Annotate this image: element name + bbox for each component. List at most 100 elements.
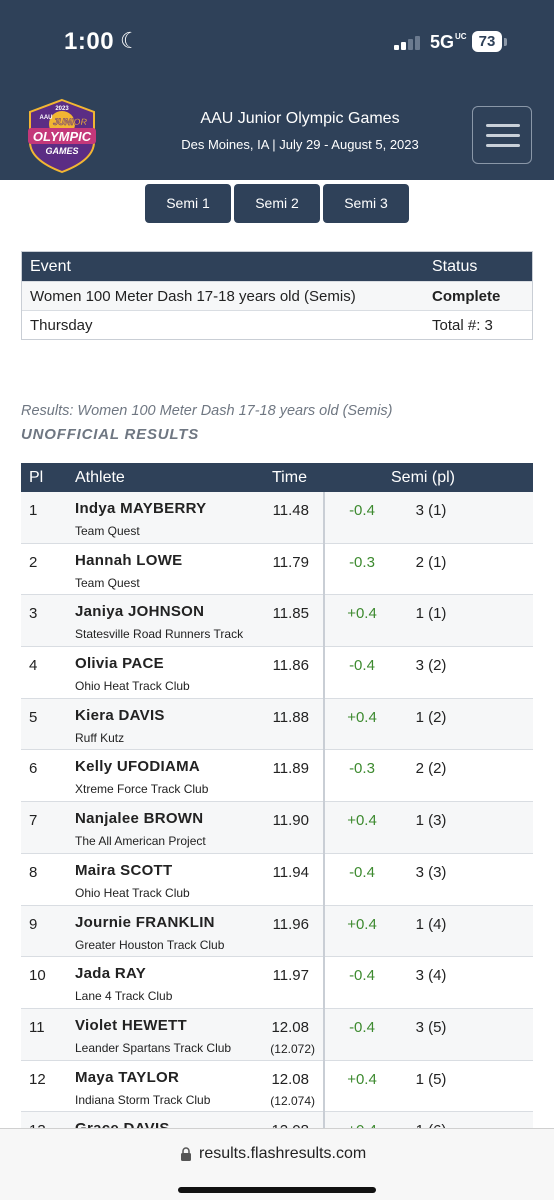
battery-icon: 73 bbox=[472, 31, 502, 52]
table-row[interactable]: 2 Hannah LOWE Team Quest 11.79 -0.3 2 (1) bbox=[21, 544, 533, 596]
athlete-name[interactable]: Maya TAYLOR bbox=[75, 1068, 180, 1086]
team-name: Ruff Kutz bbox=[75, 730, 125, 745]
wind-cell: -0.3 bbox=[349, 760, 375, 778]
semi-place-cell: 3 (3) bbox=[415, 863, 447, 881]
clock: 1:00 bbox=[64, 28, 115, 55]
wind-cell: -0.4 bbox=[349, 967, 375, 985]
athlete-name[interactable]: Indya MAYBERRY bbox=[75, 500, 207, 517]
wind-cell: +0.4 bbox=[347, 812, 377, 830]
time-cell: 11.86 bbox=[272, 657, 309, 675]
time-cell: 12.08 bbox=[271, 1070, 309, 1088]
semi-place-cell: 3 (1) bbox=[415, 502, 447, 519]
semi-2-button[interactable]: Semi 2 bbox=[234, 184, 320, 223]
team-name: Indiana Storm Track Club bbox=[75, 1092, 211, 1107]
team-name: Ohio Heat Track Club bbox=[75, 885, 190, 900]
semi-place-cell: 1 (1) bbox=[415, 605, 447, 623]
semi-place-cell: 1 (5) bbox=[415, 1070, 447, 1088]
semi-1-button[interactable]: Semi 1 bbox=[145, 184, 231, 223]
table-row[interactable]: 6 Kelly UFODIAMA Xtreme Force Track Club 11… bbox=[21, 750, 533, 803]
table-row[interactable]: 10 Jada RAY Lane 4 Track Club 11.97 -0.4 3 (4… bbox=[21, 957, 533, 1009]
lock-icon bbox=[181, 1147, 191, 1161]
time-cell: 11.94 bbox=[272, 863, 309, 881]
semi-place-cell: 1 (4) bbox=[415, 915, 447, 933]
time-cell: 11.79 bbox=[272, 553, 309, 571]
team-name: Leander Spartans Track Club bbox=[75, 1040, 232, 1055]
place-cell: 5 bbox=[29, 708, 38, 726]
athlete-name[interactable]: Violet HEWETT bbox=[75, 1016, 187, 1034]
status-bar: 1:00 ☾ 5GUC 73 bbox=[0, 0, 554, 82]
url-text: results.flashresults.com bbox=[199, 1145, 367, 1162]
semi-place-cell: 3 (4) bbox=[415, 967, 447, 985]
semi-place-cell: 1 (6) bbox=[401, 1122, 461, 1128]
semi-3-button[interactable]: Semi 3 bbox=[323, 184, 409, 223]
table-row[interactable]: 4 Olivia PACE Ohio Heat Track Club 11.86 -0.… bbox=[21, 647, 533, 699]
athlete-name[interactable]: Grace DAVIS bbox=[75, 1120, 170, 1128]
table-row[interactable]: 3 Janiya JOHNSON Statesville Road Runners … bbox=[21, 595, 533, 648]
table-row[interactable]: 12 Maya TAYLOR Indiana Storm Track Club 12.… bbox=[21, 1061, 533, 1113]
table-row[interactable]: 9 Journie FRANKLIN Greater Houston Track C… bbox=[21, 905, 533, 958]
site-header: 1:00 ☾ 5GUC 73 2023 AAU JUNIOR OLYMPIC G… bbox=[0, 0, 554, 180]
browser-url-bar[interactable]: results.flashresults.com bbox=[0, 1128, 554, 1200]
athlete-name[interactable]: Janiya JOHNSON bbox=[75, 603, 205, 621]
time-cell: 11.85 bbox=[272, 605, 309, 623]
event-status: Complete bbox=[432, 288, 501, 305]
table-row[interactable]: 1 Indya MAYBERRY Team Quest 11.48 -0.4 3 (1) bbox=[21, 492, 533, 544]
wind-cell: +0.4 bbox=[337, 1122, 387, 1128]
wind-cell: -0.4 bbox=[349, 1018, 375, 1036]
svg-text:GAMES: GAMES bbox=[45, 146, 78, 156]
athlete-column-header: Athlete bbox=[75, 469, 125, 486]
athlete-name[interactable]: Olivia PACE bbox=[75, 655, 164, 673]
athlete-name[interactable]: Nanjalee BROWN bbox=[75, 810, 204, 828]
time-detail-cell: (12.072) bbox=[270, 1041, 315, 1056]
home-indicator[interactable] bbox=[178, 1187, 376, 1193]
team-name: Ohio Heat Track Club bbox=[75, 679, 190, 694]
status-column-header: Status bbox=[432, 258, 478, 275]
event-day: Thursday bbox=[30, 317, 93, 334]
event-day-row: Thursday Total #: 3 bbox=[22, 310, 532, 339]
event-total: Total #: 3 bbox=[432, 317, 493, 334]
athlete-name[interactable]: Jada RAY bbox=[75, 965, 147, 983]
table-row[interactable]: 13 Grace DAVIS 12.08 +0.4 1 (6) bbox=[21, 1112, 533, 1128]
menu-button[interactable] bbox=[472, 106, 532, 164]
wind-cell: +0.4 bbox=[347, 605, 377, 623]
place-cell: 7 bbox=[29, 812, 38, 830]
athlete-name[interactable]: Kelly UFODIAMA bbox=[75, 758, 201, 776]
place-cell: 8 bbox=[29, 863, 38, 881]
place-column-header: Pl bbox=[29, 469, 44, 486]
place-cell: 3 bbox=[29, 605, 38, 623]
wind-cell: -0.4 bbox=[349, 502, 375, 519]
athlete-name[interactable]: Kiera DAVIS bbox=[75, 706, 165, 724]
place-cell: 1 bbox=[29, 502, 38, 519]
place-cell: 13 bbox=[29, 1122, 46, 1128]
semi-place-cell: 3 (5) bbox=[415, 1018, 447, 1036]
event-title: AAU Junior Olympic Games bbox=[200, 110, 400, 127]
table-row[interactable]: 5 Kiera DAVIS Ruff Kutz 11.88 +0.4 1 (2) bbox=[21, 698, 533, 751]
semi-place-cell: 1 (2) bbox=[415, 708, 447, 726]
table-row[interactable]: 7 Nanjalee BROWN The All American Project 1… bbox=[21, 802, 533, 854]
time-cell: 11.96 bbox=[272, 915, 309, 933]
unofficial-results-label: UNOFFICIAL RESULTS bbox=[21, 426, 200, 443]
team-name: Statesville Road Runners Track bbox=[75, 627, 244, 642]
place-cell: 9 bbox=[29, 915, 38, 933]
battery-tip bbox=[504, 38, 507, 46]
place-cell: 4 bbox=[29, 657, 38, 675]
team-name: The All American Project bbox=[75, 834, 206, 849]
table-row[interactable]: 11 Violet HEWETT Leander Spartans Track Cl… bbox=[21, 1008, 533, 1061]
athlete-name[interactable]: Maira SCOTT bbox=[75, 861, 173, 879]
event-column-header: Event bbox=[30, 258, 71, 275]
place-cell: 10 bbox=[29, 967, 46, 985]
semi-column-header: Semi (pl) bbox=[391, 469, 456, 486]
athlete-name[interactable]: Journie FRANKLIN bbox=[75, 913, 215, 931]
svg-text:AAU: AAU bbox=[40, 115, 53, 121]
svg-text:2023: 2023 bbox=[55, 106, 69, 112]
event-subtitle: Des Moines, IA | July 29 - August 5, 202… bbox=[181, 137, 419, 152]
event-info-table: Event Status Women 100 Meter Dash 17-18 … bbox=[21, 251, 533, 340]
place-cell: 6 bbox=[29, 760, 38, 778]
table-row[interactable]: 8 Maira SCOTT Ohio Heat Track Club 11.94 -0.… bbox=[21, 854, 533, 906]
team-name: Xtreme Force Track Club bbox=[75, 782, 209, 797]
network-label: 5GUC bbox=[430, 32, 467, 52]
aau-logo[interactable]: 2023 AAU JUNIOR OLYMPIC GAMES bbox=[24, 98, 100, 174]
semi-place-cell: 3 (2) bbox=[415, 657, 447, 675]
athlete-name[interactable]: Hannah LOWE bbox=[75, 551, 183, 569]
time-cell: 11.48 bbox=[272, 502, 309, 519]
